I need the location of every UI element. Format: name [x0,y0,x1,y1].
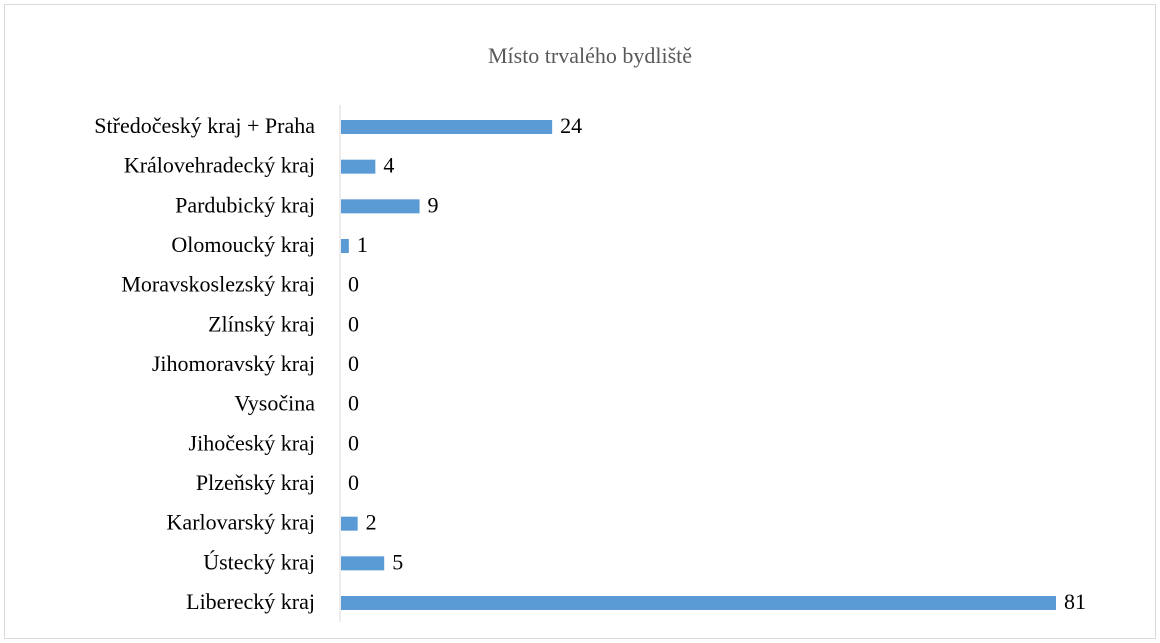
data-label: 0 [348,351,359,376]
data-label: 2 [366,510,377,535]
y-tick-label: Královehradecký kraj [124,153,315,178]
y-tick-label: Plzeňský kraj [196,470,315,495]
data-label: 81 [1064,589,1086,614]
y-tick-label: Liberecký kraj [186,589,315,614]
y-tick-label: Vysočina [234,391,315,416]
bar [341,556,385,571]
y-tick-label: Moravskoslezský kraj [121,272,315,297]
y-tick-label: Jihočeský kraj [189,430,315,455]
y-tick-label: Olomoucký kraj [171,232,315,257]
y-tick-label: Zlínský kraj [208,311,315,336]
data-label: 0 [348,272,359,297]
y-tick-label: Ústecký kraj [203,549,315,574]
data-label: 4 [383,153,394,178]
chart-frame [4,4,1156,639]
y-tick-label: Karlovarský kraj [167,510,315,535]
bar [341,239,349,253]
bar [341,516,358,531]
y-tick-label: Středočeský kraj + Praha [94,113,315,138]
chart-title: Místo trvalého bydliště [488,43,692,68]
data-label: 1 [357,232,368,257]
data-label: 0 [348,470,359,495]
data-label: 0 [348,311,359,336]
data-label: 9 [428,192,439,217]
data-label: 5 [392,549,403,574]
bar [341,120,553,134]
bar [341,199,420,214]
bar [341,596,1056,610]
data-label: 24 [560,113,582,138]
y-tick-label: Jihomoravský kraj [152,351,315,376]
data-label: 0 [348,430,359,455]
y-tick-label: Pardubický kraj [175,192,315,217]
bar [341,159,376,174]
data-label: 0 [348,391,359,416]
